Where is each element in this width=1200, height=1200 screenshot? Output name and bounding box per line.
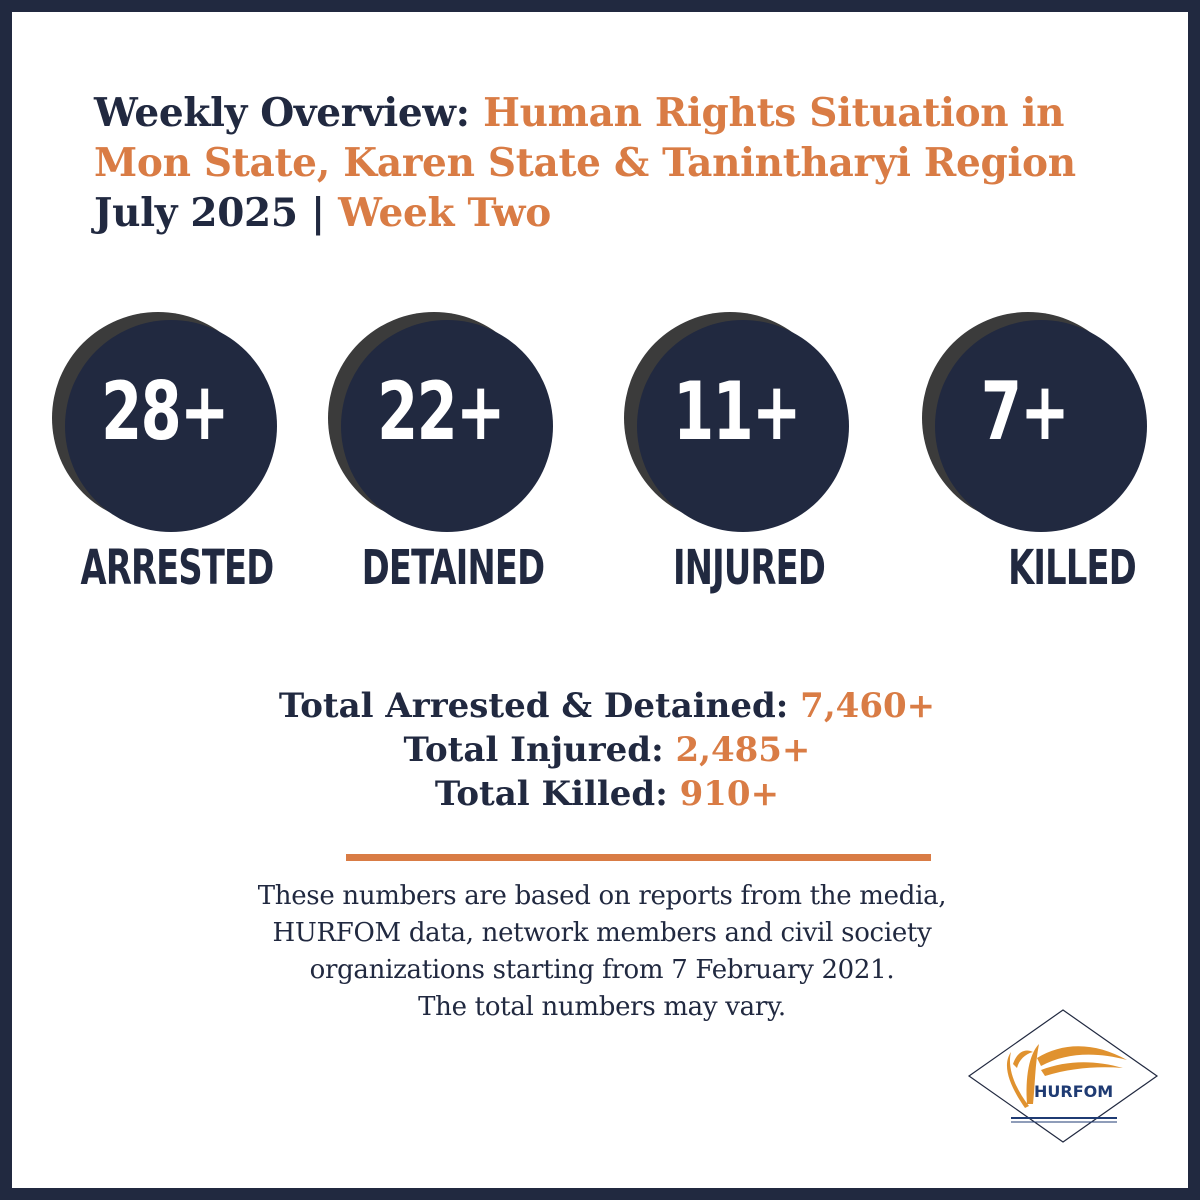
- stat-circle: [65, 320, 277, 532]
- stat-label: ARRESTED: [80, 540, 275, 596]
- total-arrested-detained: Total Arrested & Detained: 7,460+: [112, 684, 1102, 728]
- stat-arrested: 28+ ARRESTED: [52, 312, 332, 612]
- hurfom-logo-icon: [967, 1009, 1159, 1143]
- note-line: organizations starting from 7 February 2…: [309, 955, 895, 985]
- total-value: 2,485+: [675, 730, 811, 770]
- total-label: Total Killed:: [434, 774, 680, 814]
- page-title: Weekly Overview: Human Rights Situation …: [94, 88, 1154, 238]
- section-divider: [346, 854, 931, 861]
- title-line-3: July 2025 | Week Two: [94, 188, 1154, 238]
- stat-label: INJURED: [672, 540, 826, 596]
- total-label: Total Injured:: [403, 730, 676, 770]
- stat-detained: 22+ DETAINED: [328, 312, 608, 612]
- totals-summary: Total Arrested & Detained: 7,460+ Total …: [112, 684, 1102, 816]
- stat-circle: [341, 320, 553, 532]
- stat-value: 28+: [101, 365, 229, 458]
- stat-value: 11+: [673, 365, 801, 458]
- title-line-1: Weekly Overview: Human Rights Situation …: [94, 88, 1154, 138]
- title-prefix: Weekly Overview:: [94, 90, 484, 136]
- title-highlight: Human Rights Situation in: [483, 90, 1065, 136]
- total-killed: Total Killed: 910+: [112, 772, 1102, 816]
- title-line-2: Mon State, Karen State & Tanintharyi Reg…: [94, 140, 1076, 186]
- stat-circle: [637, 320, 849, 532]
- total-value: 7,460+: [800, 686, 936, 726]
- logo-text: HURFOM: [1034, 1082, 1114, 1101]
- total-injured: Total Injured: 2,485+: [112, 728, 1102, 772]
- stat-value: 7+: [980, 365, 1070, 458]
- source-note: These numbers are based on reports from …: [162, 878, 1042, 1026]
- total-value: 910+: [679, 774, 780, 814]
- stat-value: 22+: [377, 365, 505, 458]
- stat-killed: 7+ KILLED: [922, 312, 1200, 612]
- total-label: Total Arrested & Detained:: [278, 686, 801, 726]
- date-label: July 2025 |: [94, 190, 339, 236]
- note-line: The total numbers may vary.: [418, 992, 786, 1022]
- stat-label: DETAINED: [361, 540, 545, 596]
- note-line: HURFOM data, network members and civil s…: [272, 918, 932, 948]
- week-label: Week Two: [338, 190, 551, 236]
- stat-label: KILLED: [1008, 540, 1137, 596]
- note-line: These numbers are based on reports from …: [257, 881, 947, 911]
- stat-injured: 11+ INJURED: [624, 312, 904, 612]
- stat-circle: [935, 320, 1147, 532]
